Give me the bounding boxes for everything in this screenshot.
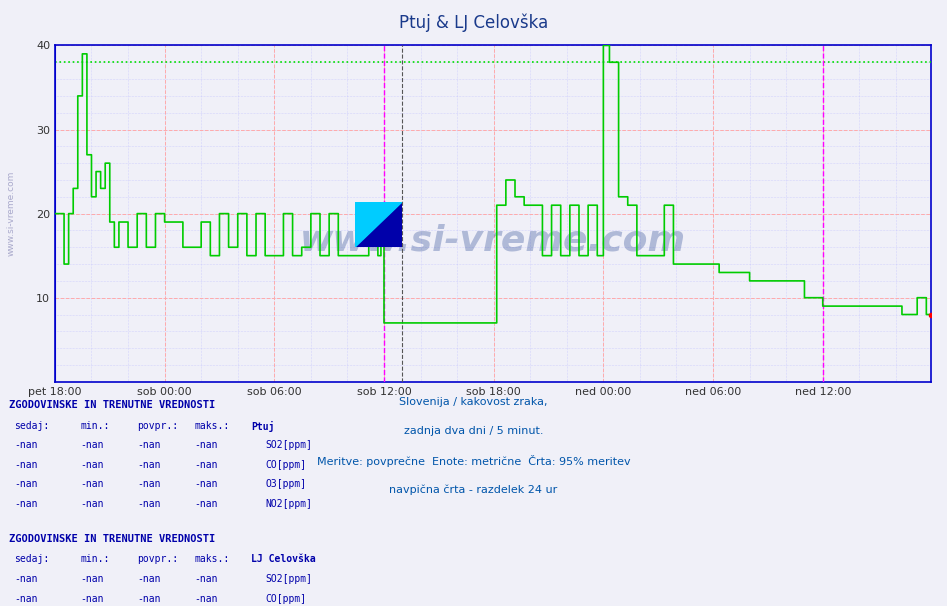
Polygon shape	[355, 202, 402, 247]
Text: -nan: -nan	[80, 440, 104, 450]
Text: -nan: -nan	[80, 499, 104, 509]
Text: -nan: -nan	[14, 574, 38, 584]
Text: NO2[ppm]: NO2[ppm]	[265, 499, 313, 509]
Text: -nan: -nan	[14, 499, 38, 509]
Text: Meritve: povprečne  Enote: metrične  Črta: 95% meritev: Meritve: povprečne Enote: metrične Črta:…	[316, 455, 631, 467]
Polygon shape	[355, 202, 402, 247]
Text: Ptuj & LJ Celovška: Ptuj & LJ Celovška	[399, 14, 548, 32]
Text: povpr.:: povpr.:	[137, 554, 178, 564]
Text: -nan: -nan	[194, 440, 218, 450]
Text: -nan: -nan	[14, 440, 38, 450]
Text: -nan: -nan	[137, 593, 161, 604]
Text: Slovenija / kakovost zraka,: Slovenija / kakovost zraka,	[400, 397, 547, 407]
Bar	[379, 202, 402, 224]
Text: min.:: min.:	[80, 421, 110, 431]
Text: povpr.:: povpr.:	[137, 421, 178, 431]
Text: min.:: min.:	[80, 554, 110, 564]
Text: -nan: -nan	[80, 593, 104, 604]
Text: -nan: -nan	[80, 479, 104, 490]
Text: -nan: -nan	[137, 479, 161, 490]
Text: -nan: -nan	[14, 460, 38, 470]
Text: -nan: -nan	[14, 593, 38, 604]
Text: -nan: -nan	[137, 440, 161, 450]
Text: zadnja dva dni / 5 minut.: zadnja dva dni / 5 minut.	[403, 426, 544, 436]
Text: www.si-vreme.com: www.si-vreme.com	[300, 224, 686, 258]
Text: ZGODOVINSKE IN TRENUTNE VREDNOSTI: ZGODOVINSKE IN TRENUTNE VREDNOSTI	[9, 534, 216, 544]
Text: www.si-vreme.com: www.si-vreme.com	[7, 171, 16, 256]
Text: maks.:: maks.:	[194, 554, 229, 564]
Text: navpična črta - razdelek 24 ur: navpična črta - razdelek 24 ur	[389, 484, 558, 494]
Text: -nan: -nan	[194, 499, 218, 509]
Text: sedaj:: sedaj:	[14, 421, 49, 431]
Text: LJ Celovška: LJ Celovška	[251, 554, 315, 564]
Text: -nan: -nan	[137, 499, 161, 509]
Text: maks.:: maks.:	[194, 421, 229, 431]
Text: -nan: -nan	[137, 460, 161, 470]
Text: CO[ppm]: CO[ppm]	[265, 593, 306, 604]
Bar	[355, 202, 379, 224]
Text: -nan: -nan	[194, 593, 218, 604]
Text: CO[ppm]: CO[ppm]	[265, 460, 306, 470]
Text: -nan: -nan	[137, 574, 161, 584]
Text: -nan: -nan	[194, 574, 218, 584]
Text: -nan: -nan	[194, 460, 218, 470]
Text: -nan: -nan	[194, 479, 218, 490]
Text: ZGODOVINSKE IN TRENUTNE VREDNOSTI: ZGODOVINSKE IN TRENUTNE VREDNOSTI	[9, 400, 216, 410]
Text: SO2[ppm]: SO2[ppm]	[265, 574, 313, 584]
Text: -nan: -nan	[14, 479, 38, 490]
Text: SO2[ppm]: SO2[ppm]	[265, 440, 313, 450]
Text: Ptuj: Ptuj	[251, 421, 275, 431]
Text: -nan: -nan	[80, 460, 104, 470]
Text: sedaj:: sedaj:	[14, 554, 49, 564]
Text: -nan: -nan	[80, 574, 104, 584]
Text: O3[ppm]: O3[ppm]	[265, 479, 306, 490]
